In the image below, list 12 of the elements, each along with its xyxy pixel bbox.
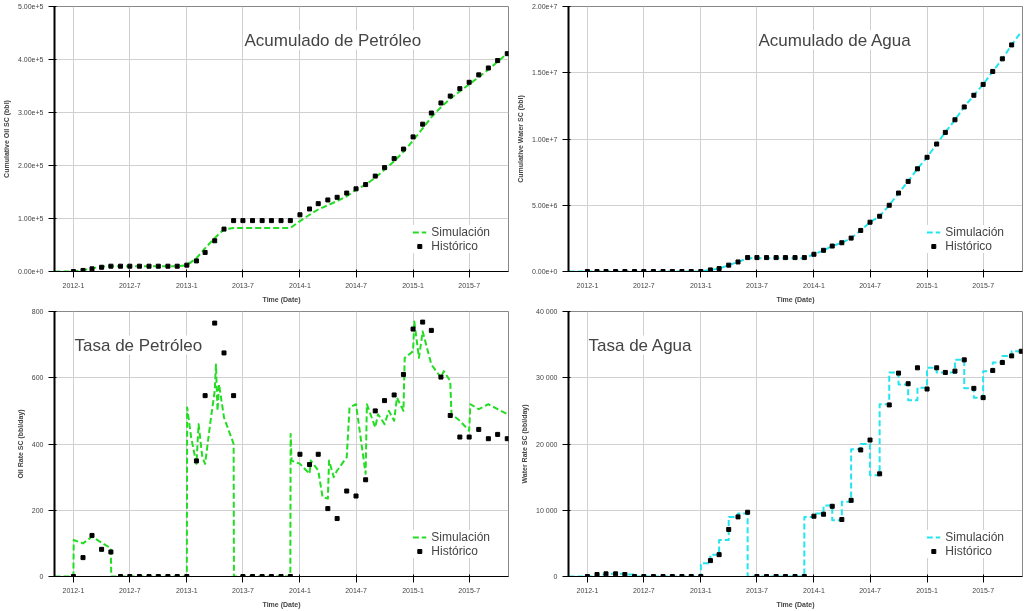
legend-label: Simulación [431,225,490,239]
legend-label: Simulación [945,530,1004,544]
text: Acumulado de Agua [758,30,912,50]
text: Tasa de Agua [588,335,693,355]
legend-label: Histórico [431,239,478,253]
legend-label: Histórico [431,544,478,558]
legend-label: Histórico [945,239,992,253]
legend-label: Simulación [945,225,1004,239]
legend-label: Simulación [431,530,490,544]
text: Acumulado de Petróleo [244,30,422,50]
legend-label: Histórico [945,544,992,558]
text: Tasa de Petróleo [74,335,203,355]
